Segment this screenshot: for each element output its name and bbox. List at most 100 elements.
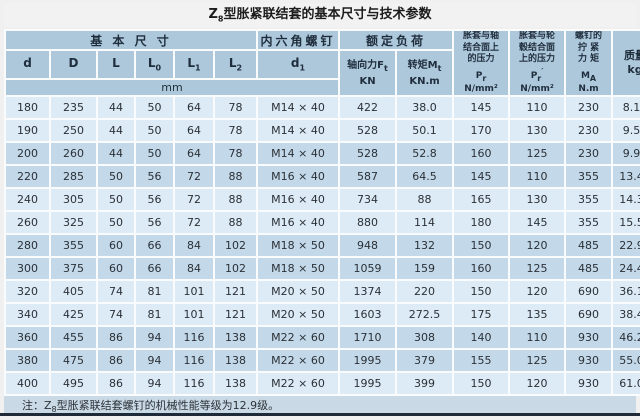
- col-header-axial-force: 轴向力Ft KN: [340, 51, 396, 96]
- cell: 120: [510, 281, 565, 303]
- symbol-ma: MA: [566, 66, 611, 84]
- cell: 280: [6, 235, 49, 257]
- col-header-d: d: [6, 51, 49, 79]
- cell: M22 × 60: [258, 373, 339, 395]
- col-header-mass: 质量 kg: [613, 31, 640, 96]
- cell: 88: [215, 166, 257, 188]
- cell: 300: [6, 258, 49, 280]
- cell: 94: [136, 327, 173, 349]
- cell: 305: [51, 189, 96, 211]
- cell: 230: [566, 97, 612, 119]
- header-line: 转矩Mt: [397, 59, 452, 75]
- cell: 86: [98, 350, 134, 372]
- page-title: Z8型胀紧联结套的基本尺寸与技术参数: [4, 3, 636, 27]
- cell: 50: [98, 189, 134, 211]
- unit-label: KN: [359, 75, 376, 87]
- cell: 250: [51, 120, 96, 142]
- cell: 44: [98, 143, 134, 165]
- footnote: 注：Z8型胀紧联结套螺钉的机械性能等级为12.9级。: [4, 396, 636, 417]
- cell: 50: [98, 212, 134, 234]
- cell: 528: [340, 143, 396, 165]
- col-header-shaft-pressure: 胀套与轴 结合面上 的压力 Pr N/mm²: [454, 31, 509, 96]
- cell: 380: [6, 350, 49, 372]
- cell: 340: [6, 304, 49, 326]
- cell: 66: [136, 235, 173, 257]
- cell: 190: [6, 120, 49, 142]
- table-row: 180 235 44 50 64 78 M14 × 40 422 38.0 145 110 230 8.…: [6, 97, 640, 119]
- cell: 325: [51, 212, 96, 234]
- col-symbol-sub: 1: [299, 63, 306, 73]
- symbol-pr: Pr: [454, 66, 508, 84]
- table-body: 180 235 44 50 64 78 M14 × 40 422 38.0 145 110 230 8.…: [6, 97, 640, 395]
- cell: 1995: [340, 350, 396, 372]
- cell: 86: [98, 327, 134, 349]
- table-row: 340 425 74 81 101 121 M20 × 50 1603 272.5 175 135 6…: [6, 304, 640, 326]
- cell: 130: [510, 120, 565, 142]
- cell: 180: [454, 212, 509, 234]
- cell: 260: [6, 212, 49, 234]
- cell: 140: [454, 327, 509, 349]
- cell: 60: [98, 258, 134, 280]
- cell: 422: [340, 97, 396, 119]
- cell: 94: [136, 350, 173, 372]
- cell: 180: [6, 97, 49, 119]
- cell: 38.40: [613, 304, 640, 326]
- header-line: 上的压力: [519, 54, 556, 64]
- group-rated-load: 额定负荷: [340, 31, 453, 49]
- cell: 101: [175, 304, 213, 326]
- table-header: 基 本 尺 寸 内六角螺钉 额定负荷 胀套与轴 结合面上 的压力 Pr N/mm…: [6, 31, 640, 96]
- cell: 15.50: [613, 212, 640, 234]
- cell: 425: [51, 304, 96, 326]
- cell: 101: [175, 281, 213, 303]
- cell: 400: [6, 373, 49, 395]
- cell: 170: [454, 120, 509, 142]
- col-header-tightening-torque: 螺钉的 拧 紧 力 矩 MA N.m: [566, 31, 612, 96]
- table-row: 200 260 44 50 64 78 M14 × 40 528 52.8 160 125 230 9.…: [6, 143, 640, 165]
- cell: 690: [566, 281, 612, 303]
- cell: M16 × 40: [258, 189, 339, 211]
- cell: 78: [215, 97, 257, 119]
- header-line: 的压力: [467, 54, 495, 64]
- header-group-row: 基 本 尺 寸 内六角螺钉 额定负荷 胀套与轴 结合面上 的压力 Pr N/mm…: [6, 31, 640, 96]
- header-line: 结合面上: [463, 42, 500, 53]
- cell: 260: [51, 143, 96, 165]
- cell: 120: [510, 373, 565, 395]
- cell: 930: [566, 327, 612, 349]
- cell: 88: [397, 189, 453, 211]
- cell: 116: [175, 350, 213, 372]
- cell: 36.10: [613, 281, 640, 303]
- cell: 360: [6, 327, 49, 349]
- cell: 475: [51, 350, 96, 372]
- cell: 379: [397, 350, 453, 372]
- unit-label: N/mm²: [464, 83, 498, 94]
- cell: 159: [397, 258, 453, 280]
- cell: 1059: [340, 258, 396, 280]
- cell: 116: [175, 373, 213, 395]
- unit-label: kg: [627, 63, 640, 77]
- bottom-divider: [0, 413, 640, 416]
- cell: 130: [510, 189, 565, 211]
- cell: M16 × 40: [258, 166, 339, 188]
- table-row: 300 375 60 66 84 102 M18 × 50 1059 159 160 125 485 2…: [6, 258, 640, 280]
- cell: 55.00: [613, 350, 640, 372]
- cell: 44: [98, 97, 134, 119]
- cell: 72: [175, 189, 213, 211]
- cell: 86: [98, 373, 134, 395]
- cell: 24.40: [613, 258, 640, 280]
- table-row: 400 495 86 94 116 138 M22 × 60 1995 399 150 120 930…: [6, 373, 640, 395]
- col-header-hub-pressure: 胀套与轮 毂结合面 上的压力 Pr′ N/mm²: [510, 31, 565, 96]
- unit-label: N/mm²: [520, 83, 554, 94]
- cell: M22 × 60: [258, 327, 339, 349]
- cell: 46.20: [613, 327, 640, 349]
- cell: 160: [454, 143, 509, 165]
- cell: 175: [454, 304, 509, 326]
- cell: 64: [175, 143, 213, 165]
- cell: 405: [51, 281, 96, 303]
- cell: 50: [136, 143, 173, 165]
- cell: 13.40: [613, 166, 640, 188]
- cell: 72: [175, 166, 213, 188]
- cell: 355: [566, 189, 612, 211]
- cell: 78: [215, 120, 257, 142]
- col-symbol: D: [68, 56, 79, 71]
